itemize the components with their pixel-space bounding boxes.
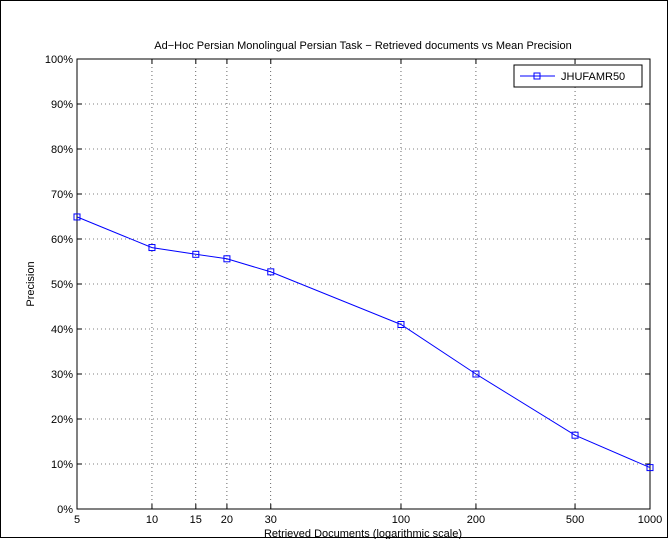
data-point-marker (192, 250, 200, 258)
data-point-marker (223, 255, 231, 263)
data-point-marker (571, 431, 579, 439)
y-tick-label: 80% (51, 144, 73, 156)
x-tick-label: 100 (392, 514, 410, 526)
data-point-marker (267, 268, 275, 276)
x-tick-label: 30 (265, 514, 277, 526)
y-tick-label: 70% (51, 189, 73, 201)
legend-series-marker (533, 72, 541, 80)
plot-area-frame (76, 58, 651, 510)
y-tick-label: 60% (51, 234, 73, 246)
y-tick-label: 0% (57, 504, 73, 516)
grid-layer (77, 59, 650, 509)
chart-title: Ad−Hoc Persian Monolingual Persian Task … (154, 40, 571, 52)
data-point-marker (397, 321, 405, 328)
data-point-marker (148, 244, 156, 252)
y-tick-label: 10% (51, 459, 73, 471)
legend-series-name: JHUFAMR50 (561, 71, 625, 83)
x-tick-label: 5 (74, 514, 80, 526)
series-line (76, 216, 651, 469)
x-axis-label: Retrieved Documents (logarithmic scale) (264, 528, 462, 539)
tick-layer: 5 10 15 20 30 100 200 500 1000 0% 10% 20% 30% 40% 50% 6… (45, 54, 662, 526)
series-layer (73, 213, 654, 472)
y-tick-label: 100% (45, 54, 73, 66)
x-tick-label: 15 (190, 514, 202, 526)
x-tick-label: 1000 (638, 514, 662, 526)
x-tick-label: 200 (467, 514, 485, 526)
legend: JHUFAMR50 (513, 64, 643, 88)
x-tick-label: 20 (221, 514, 233, 526)
y-tick-label: 20% (51, 414, 73, 426)
data-point-marker (73, 213, 81, 221)
y-tick-label: 50% (51, 279, 73, 291)
data-point-marker (472, 370, 480, 378)
x-tick-label: 500 (566, 514, 584, 526)
y-tick-label: 90% (51, 99, 73, 111)
x-tick-label: 10 (146, 514, 158, 526)
y-axis-label: Precision (25, 261, 37, 306)
y-tick-label: 40% (51, 324, 73, 336)
legend-box (513, 64, 643, 88)
y-tick-label: 30% (51, 369, 73, 381)
data-point-marker (646, 464, 654, 472)
